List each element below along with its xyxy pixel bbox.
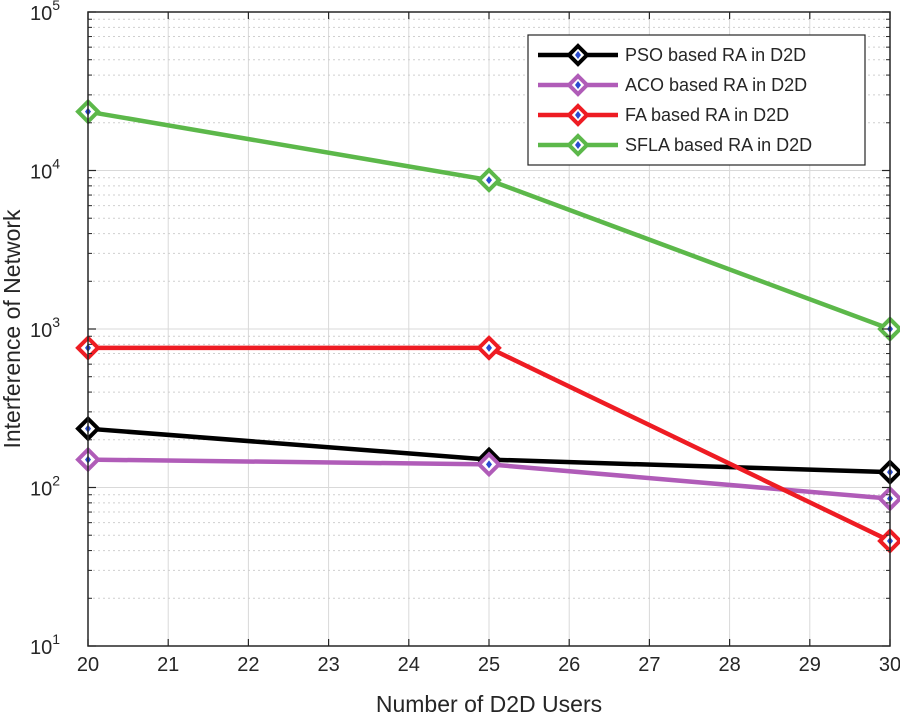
series	[75, 98, 900, 342]
series	[75, 335, 900, 554]
x-tick-label: 22	[237, 654, 259, 676]
marker-center	[575, 141, 581, 149]
x-tick-label: 29	[799, 654, 821, 676]
x-tick-label: 28	[718, 654, 740, 676]
legend-label: ACO based RA in D2D	[625, 75, 807, 95]
marker-center	[575, 111, 581, 119]
marker-center	[486, 176, 492, 185]
legend-item: SFLA based RA in D2D	[538, 133, 812, 157]
data-point-marker	[476, 167, 502, 193]
x-tick-label: 27	[638, 654, 660, 676]
legend-label: PSO based RA in D2D	[625, 45, 806, 65]
data-point-marker	[566, 43, 590, 67]
data-point-marker	[566, 73, 590, 97]
x-tick-label: 23	[317, 654, 339, 676]
y-tick-label: 101	[30, 631, 60, 659]
marker-center	[575, 81, 581, 89]
y-axis-label: Interference of Network	[0, 209, 25, 449]
legend: PSO based RA in D2D ACO based RA in D2D FA…	[527, 34, 866, 166]
x-tick-label: 24	[398, 654, 420, 676]
x-tick-label: 30	[879, 654, 900, 676]
legend-item: FA based RA in D2D	[538, 103, 789, 127]
legend-label: FA based RA in D2D	[625, 105, 789, 125]
legend-label: SFLA based RA in D2D	[625, 135, 812, 155]
ticks: 20 21 22 23 24 25 26 27 28 29 30 101 102 103 104 105	[30, 0, 900, 676]
data-point-marker	[566, 133, 590, 157]
y-tick-label: 105	[30, 0, 60, 25]
y-tick-label: 102	[30, 473, 60, 501]
data-point-marker	[476, 335, 502, 361]
legend-item: ACO based RA in D2D	[538, 73, 807, 97]
data-point-marker	[476, 451, 502, 478]
marker-center	[486, 460, 492, 469]
legend-item: PSO based RA in D2D	[538, 43, 806, 67]
y-tick-label: 103	[30, 314, 60, 342]
marker-center	[575, 51, 581, 59]
series-group	[75, 98, 900, 554]
marker-center	[486, 343, 492, 352]
x-tick-label: 21	[157, 654, 179, 676]
x-axis-label: Number of D2D Users	[376, 691, 602, 717]
x-tick-label: 26	[558, 654, 580, 676]
data-point-marker	[566, 103, 590, 127]
x-tick-label: 20	[77, 654, 99, 676]
x-tick-label: 25	[478, 654, 500, 676]
y-tick-label: 104	[30, 156, 60, 184]
